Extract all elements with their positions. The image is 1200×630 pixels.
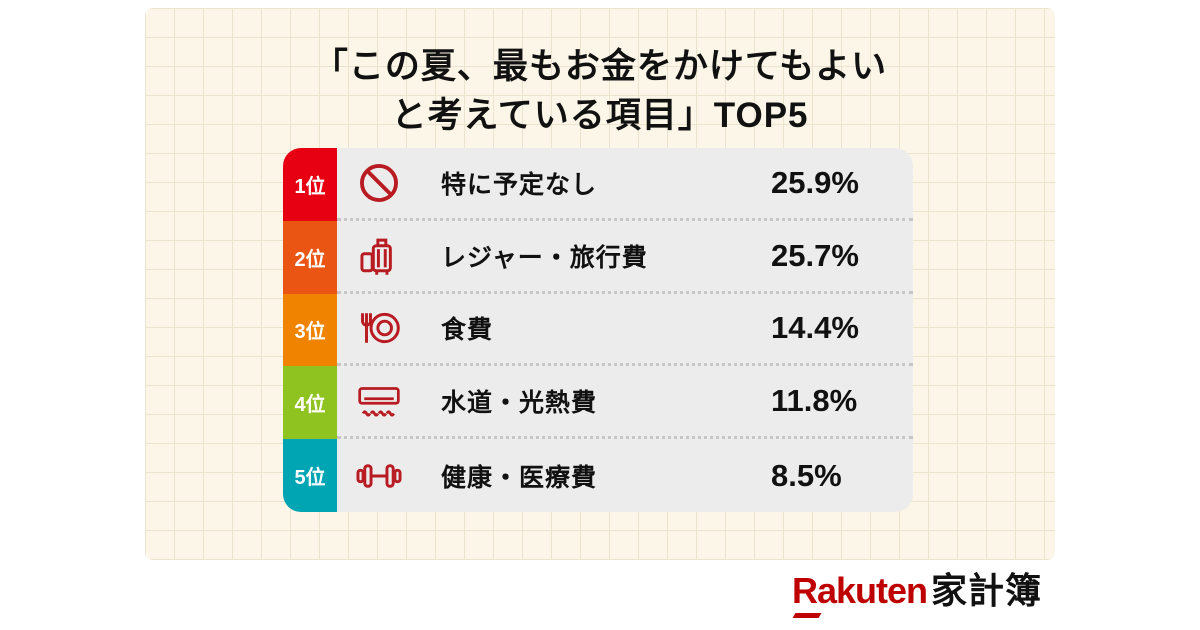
- item-value: 14.4%: [771, 310, 859, 346]
- table-row: 4位 水道・光熱費 11.8%: [283, 366, 913, 440]
- row-content: 特に予定なし 25.9%: [337, 148, 913, 221]
- item-value: 8.5%: [771, 457, 842, 493]
- row-content: 健康・医療費 8.5%: [337, 439, 913, 512]
- table-row: 5位 健康・医療費 8.5%: [283, 439, 913, 512]
- luggage-icon: [353, 230, 405, 282]
- rank-badge-3: 3位: [283, 293, 337, 367]
- item-value: 25.9%: [771, 164, 859, 200]
- item-label: 食費: [441, 316, 494, 345]
- table-row: 3位 食費 14.4%: [283, 293, 913, 367]
- item-value: 25.7%: [771, 237, 859, 273]
- product-name: 家計簿: [930, 570, 1042, 611]
- rank-badge-1: 1位: [283, 148, 337, 221]
- title-line-1: 「この夏、最もお金をかけてもよい: [312, 47, 888, 86]
- row-content: レジャー・旅行費 25.7%: [337, 221, 913, 294]
- brand-footer: Rakuten 家計簿: [791, 562, 1042, 618]
- ranking-panel: 1位 特に予定なし 25.9% 2位: [283, 148, 913, 512]
- rank-badge-4: 4位: [283, 366, 337, 440]
- meal-icon: [353, 302, 405, 354]
- rakuten-underline-mark: [792, 613, 822, 618]
- table-row: 2位 レジャー・旅行費 25.7%: [283, 220, 913, 294]
- title-line-2: と考えている項目」TOP5: [391, 96, 809, 135]
- rakuten-logo: Rakuten: [791, 570, 928, 618]
- row-content: 食費 14.4%: [337, 294, 913, 367]
- page-title: 「この夏、最もお金をかけてもよい と考えている項目」TOP5: [145, 42, 1055, 140]
- item-label: 健康・医療費: [441, 463, 598, 492]
- item-label: 水道・光熱費: [441, 389, 598, 418]
- no-entry-icon: [353, 157, 405, 209]
- rank-badge-2: 2位: [283, 220, 337, 294]
- item-label: レジャー・旅行費: [441, 243, 648, 272]
- row-content: 水道・光熱費 11.8%: [337, 366, 913, 440]
- item-value: 11.8%: [771, 383, 858, 419]
- infographic-card: 「この夏、最もお金をかけてもよい と考えている項目」TOP5 1位 特に予定なし…: [145, 8, 1055, 560]
- air-conditioner-icon: [353, 375, 405, 427]
- item-label: 特に予定なし: [441, 170, 598, 199]
- rank-badge-5: 5位: [283, 439, 337, 512]
- rakuten-wordmark: Rakuten: [791, 570, 928, 611]
- table-row: 1位 特に予定なし 25.9%: [283, 148, 913, 221]
- dumbbell-icon: [353, 450, 405, 502]
